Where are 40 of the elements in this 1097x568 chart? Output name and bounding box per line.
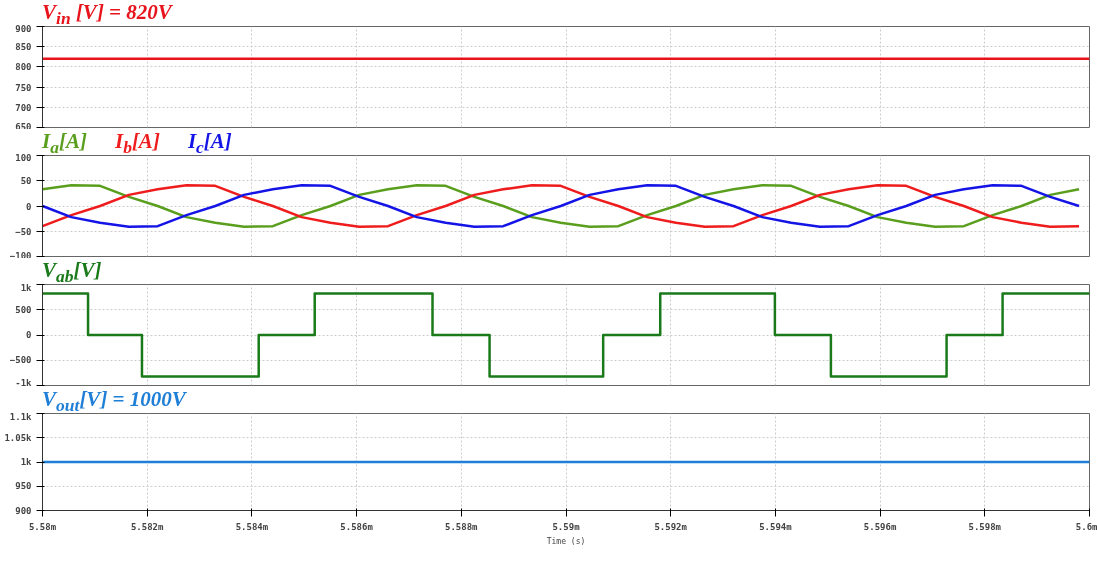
y-tick-label: 750 bbox=[15, 82, 32, 93]
y-tick-label: 0 bbox=[26, 201, 32, 212]
x-tick-label: 5.592m bbox=[654, 521, 688, 532]
y-tick-label: −50 bbox=[15, 226, 32, 237]
y-tick-label: 0 bbox=[26, 330, 32, 340]
y-tick-label: 1.05k bbox=[4, 432, 33, 443]
y-tick-label: 100 bbox=[15, 152, 32, 163]
y-tick-label: 1k bbox=[20, 282, 33, 293]
x-tick-label: 5.59m bbox=[552, 521, 581, 532]
series-label: I$_{c}$[A] bbox=[187, 129, 232, 158]
line-series bbox=[42, 184, 1081, 228]
x-tick-label: 5.584m bbox=[235, 521, 269, 532]
series-label: I$_{b}$[A] bbox=[114, 129, 160, 158]
y-tick-label: −100 bbox=[9, 250, 32, 261]
x-tick-label: 5.596m bbox=[863, 521, 897, 532]
chart-title: V$_{ab}$[V] bbox=[42, 258, 102, 287]
y-tick-label: 1k bbox=[20, 457, 33, 467]
y-tick-label: 700 bbox=[15, 102, 32, 113]
x-tick-label: 5.58m bbox=[28, 521, 57, 532]
y-tick-label: 950 bbox=[15, 481, 32, 492]
chart-title: V$_{out}$[V] = 1000V bbox=[42, 387, 186, 416]
x-tick-label: 5.594m bbox=[759, 521, 793, 532]
y-tick-label: 50 bbox=[20, 176, 32, 187]
y-tick-label: -1k bbox=[15, 377, 33, 388]
y-tick-label: 900 bbox=[15, 505, 32, 516]
y-tick-label: 650 bbox=[15, 121, 32, 132]
x-tick-label: 5.598m bbox=[968, 521, 1002, 532]
y-tick-label: 850 bbox=[15, 42, 32, 53]
chart-title: V$_{in}$ [V] = 820V bbox=[42, 0, 172, 29]
y-tick-label: 800 bbox=[15, 62, 32, 73]
x-axis-title: Time (s) bbox=[546, 536, 586, 546]
x-tick-label: 5.6m bbox=[1075, 521, 1097, 532]
series-label: I$_{a}$[A] bbox=[42, 129, 87, 158]
y-tick-label: −500 bbox=[9, 355, 32, 366]
y-tick-label: 900 bbox=[15, 23, 32, 34]
x-tick-label: 5.588m bbox=[445, 521, 479, 532]
x-tick-label: 5.586m bbox=[340, 521, 374, 532]
y-tick-label: 500 bbox=[15, 304, 32, 315]
y-tick-label: 1.1k bbox=[9, 411, 33, 422]
x-tick-label: 5.582m bbox=[130, 521, 165, 532]
